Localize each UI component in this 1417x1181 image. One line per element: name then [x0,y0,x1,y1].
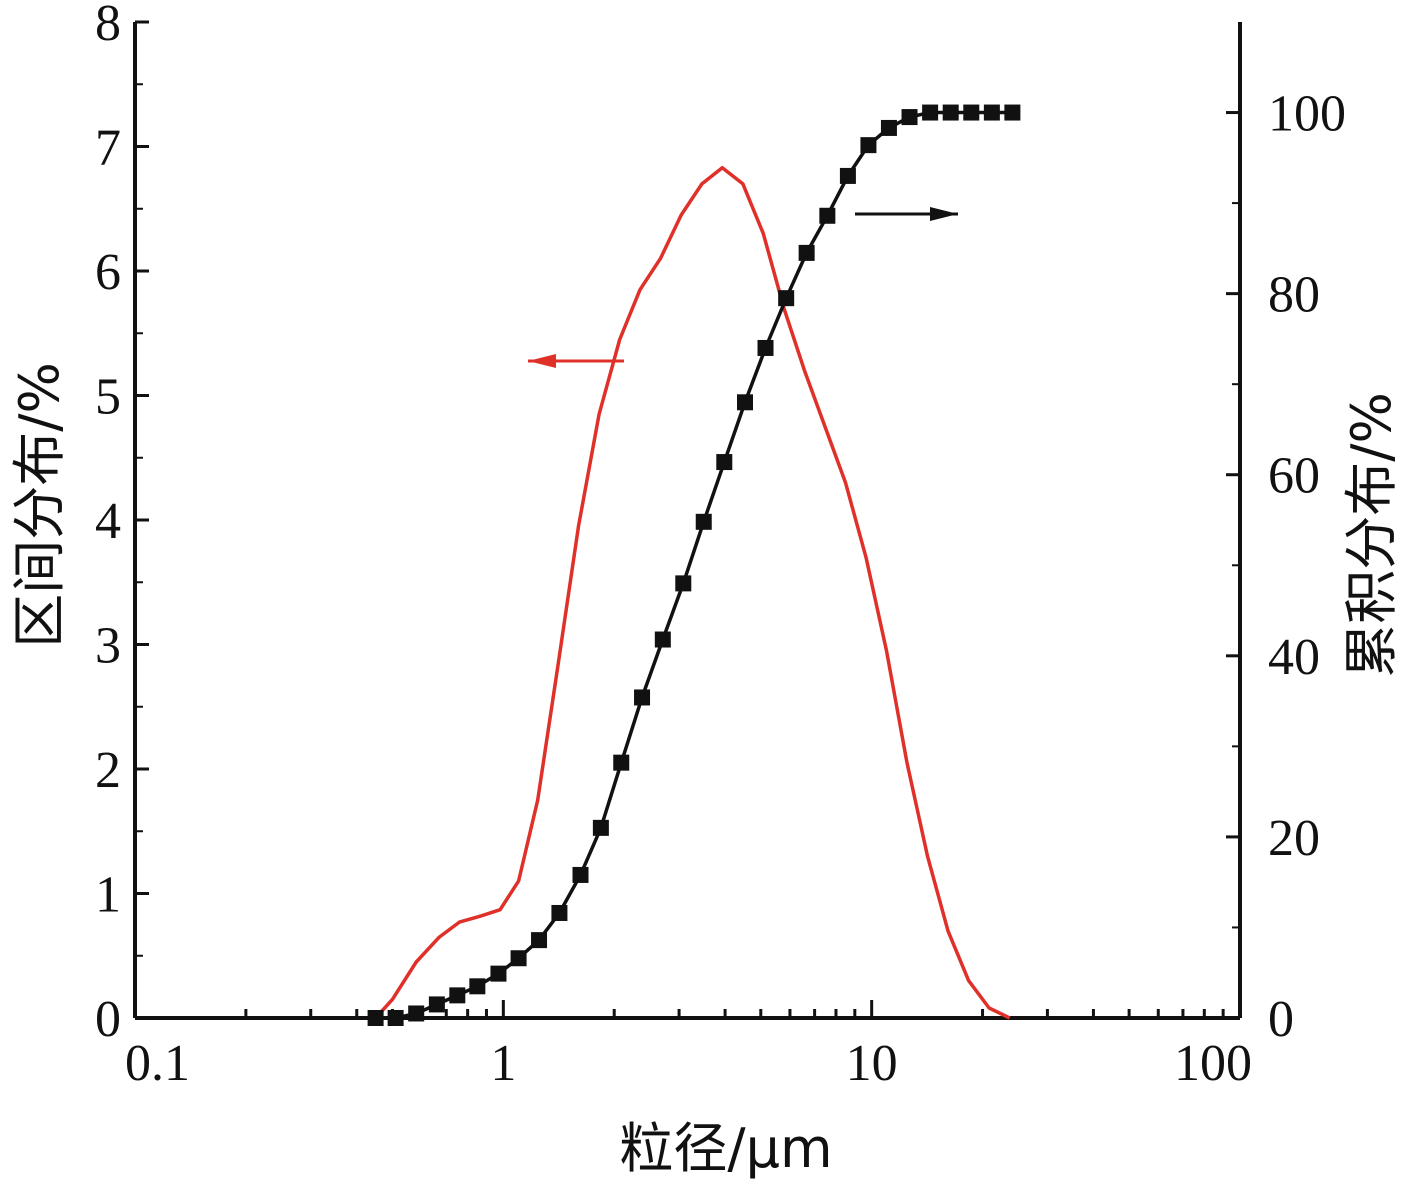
x-tick-label: 10 [846,1035,898,1092]
left-y-tick-label: 0 [95,991,121,1048]
cumulative-data-point [510,950,527,967]
cumulative-data-point [408,1005,425,1022]
cumulative-data-point [695,513,712,530]
left-y-tick-label: 6 [95,244,121,301]
series-layer [367,104,1021,1026]
cumulative-data-point [716,454,733,471]
cumulative-data-point [963,104,980,121]
cumulative-data-point [942,104,959,121]
left-axis-title: 区间分布/% [8,362,71,648]
cumulative-data-point [819,207,836,224]
cumulative-data-point [551,904,568,921]
right-y-tick-label: 80 [1268,267,1320,324]
cumulative-data-point [798,244,815,261]
cumulative-data-point [469,978,486,995]
cumulative-data-point [613,754,630,771]
left-y-tick-label: 5 [95,369,121,426]
cumulative-data-point [592,819,609,836]
cumulative-data-point [490,965,507,982]
left-y-tick-label: 4 [95,493,121,550]
cumulative-data-point [367,1010,384,1026]
cumulative-data-point [983,104,1000,121]
cumulative-data-point [880,119,897,136]
x-tick-label: 0.1 [125,1035,190,1092]
left-y-tick-label: 1 [95,867,121,924]
axis-titles: 粒径/μm 区间分布/% 累积分布/% [8,362,1403,1180]
cumulative-data-point [757,339,774,356]
x-axis-title: 粒径/μm [619,1117,832,1180]
cumulative-data-point [839,167,856,184]
x-tick-label: 1 [490,1035,516,1092]
right-y-tick-label: 0 [1268,991,1294,1048]
cumulative-data-point [922,104,939,121]
cumulative-data-point [428,996,445,1013]
left-y-tick-label: 2 [95,742,121,799]
cumulative-distribution-line [375,110,1013,1020]
right-y-tick-label: 100 [1268,86,1346,143]
right-axis-arrow-head [930,207,958,221]
cumulative-data-point [675,575,692,592]
annotations [528,207,958,368]
cumulative-data-point [634,689,651,706]
axes [133,22,1242,1020]
cumulative-data-point [449,987,466,1004]
cumulative-data-point [1004,104,1021,121]
x-tick-label: 100 [1174,1035,1252,1092]
left-axis-arrow-head [528,354,556,368]
right-y-tick-label: 20 [1268,810,1320,867]
cumulative-data-point [572,866,589,883]
left-y-tick-label: 8 [95,0,121,52]
cumulative-data-point [654,631,671,648]
cumulative-data-point [778,290,795,307]
cumulative-data-point [736,394,753,411]
cumulative-data-point [860,137,877,154]
right-axis-title: 累积分布/% [1340,392,1403,678]
left-y-tick-label: 7 [95,120,121,177]
cumulative-data-point [901,109,918,126]
right-y-tick-label: 40 [1268,629,1320,686]
left-y-tick-label: 3 [95,618,121,675]
interval-distribution-line [374,165,1011,1020]
cumulative-data-point [387,1010,404,1026]
right-y-tick-label: 60 [1268,448,1320,505]
cumulative-data-point [531,932,548,949]
